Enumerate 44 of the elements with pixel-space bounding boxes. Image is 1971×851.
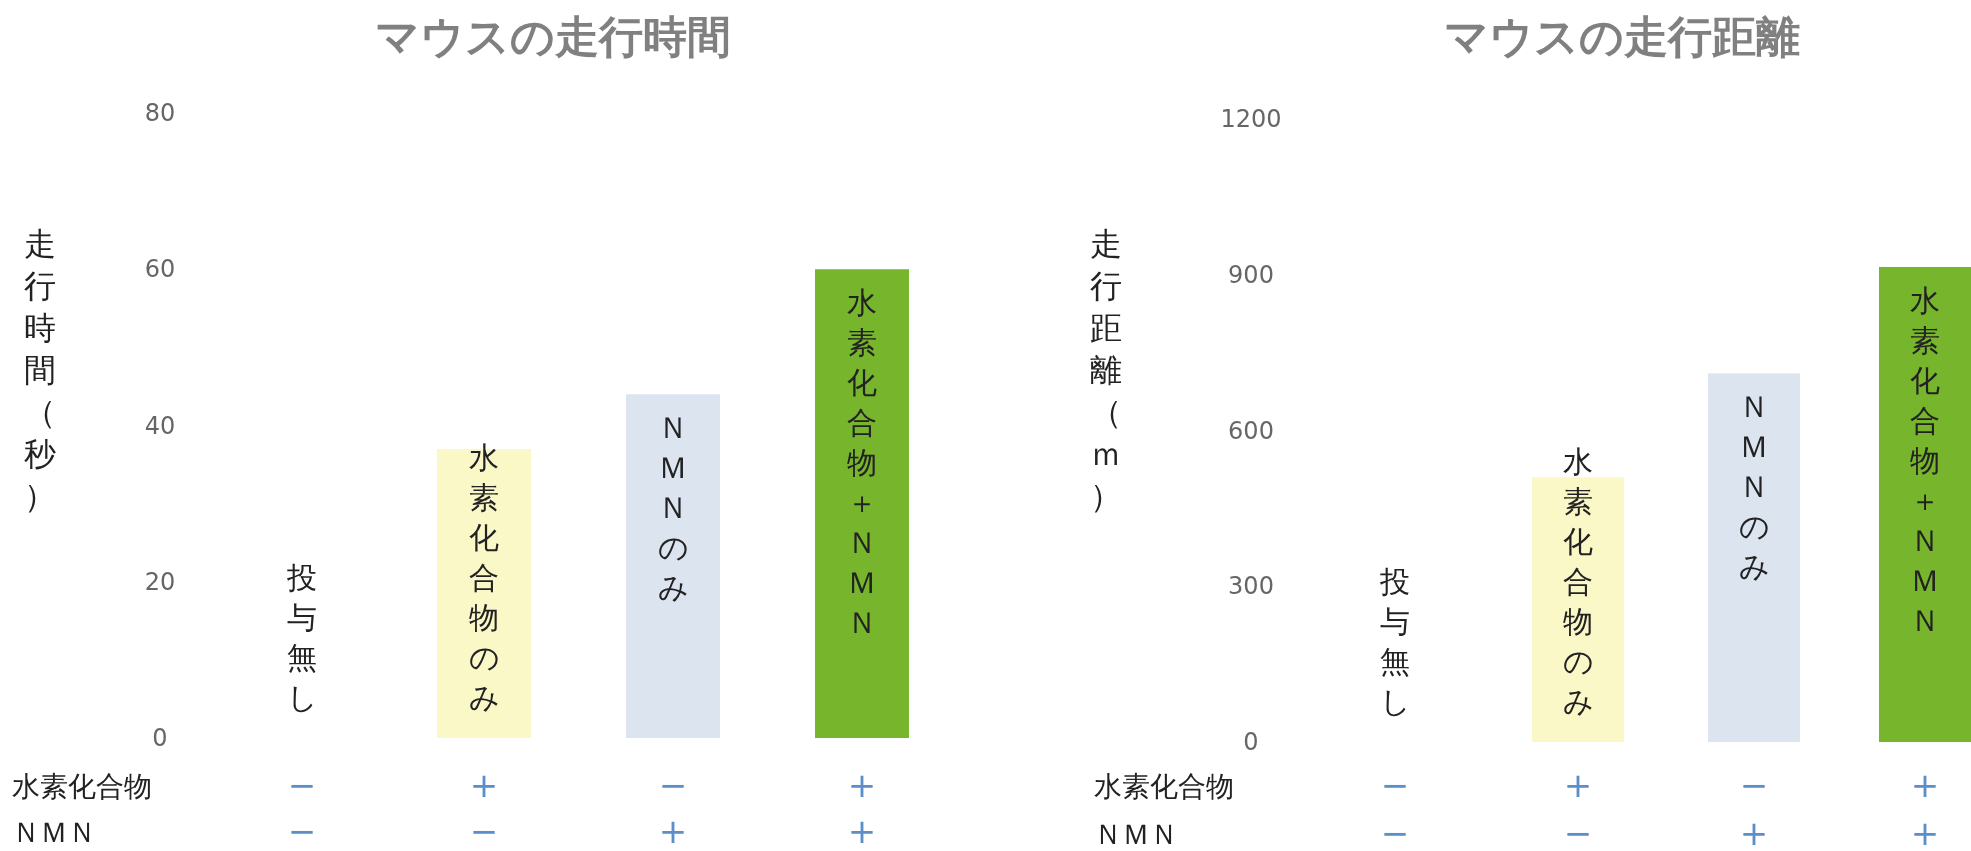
text: + [1910,813,1940,851]
y-tick-label: 0 [1243,728,1259,756]
text: − [1380,765,1410,805]
y-tick-label: 60 [144,255,176,284]
text: ＮＭＮ [1094,818,1178,851]
text: − [1380,813,1410,851]
text: − [1739,765,1769,805]
y-tick-label: 80 [144,99,176,127]
category-label: 水素化合物のみ [468,440,500,715]
text: − [658,765,688,805]
chart-title: マウスの走行距離 [1444,11,1800,62]
text: − [1563,813,1593,851]
category-label: 投与無し [286,560,318,715]
y-tick-label: 1200 [1220,105,1282,133]
text: + [847,765,877,805]
category-label: ＮＭＮのみ [657,410,689,606]
text: − [287,765,317,805]
category-label: 水素化合物のみ [1562,444,1594,719]
y-axis-title: 走行距離（ｍ） [1090,225,1122,515]
text: ＮＭＮ [12,816,96,849]
text: + [1910,765,1940,805]
y-axis-title: 走行時間（秒） [24,225,56,515]
text: + [1739,813,1769,851]
category-label: 水素化合物＋ＮＭＮ [847,285,877,641]
category-label: 投与無し [1379,564,1411,719]
y-tick-label: 600 [1228,416,1274,445]
y-tick-label: 900 [1228,260,1274,289]
chart-title: マウスの走行時間 [375,11,731,62]
text: 水素化合物 [1094,770,1234,803]
bar [815,269,909,738]
y-tick-label: 300 [1228,572,1274,601]
category-label: ＮＭＮのみ [1738,389,1770,585]
text: + [1563,765,1593,805]
y-tick-label: 20 [144,567,176,596]
y-tick-label: 0 [152,724,168,752]
text: + [469,765,499,805]
bar [626,394,720,738]
text: − [469,811,499,851]
text: − [287,811,317,851]
category-label: 水素化合物＋ＮＭＮ [1910,282,1940,638]
text: + [847,811,877,851]
text: + [658,811,688,851]
text: 水素化合物 [12,770,152,803]
y-tick-label: 40 [144,411,176,440]
